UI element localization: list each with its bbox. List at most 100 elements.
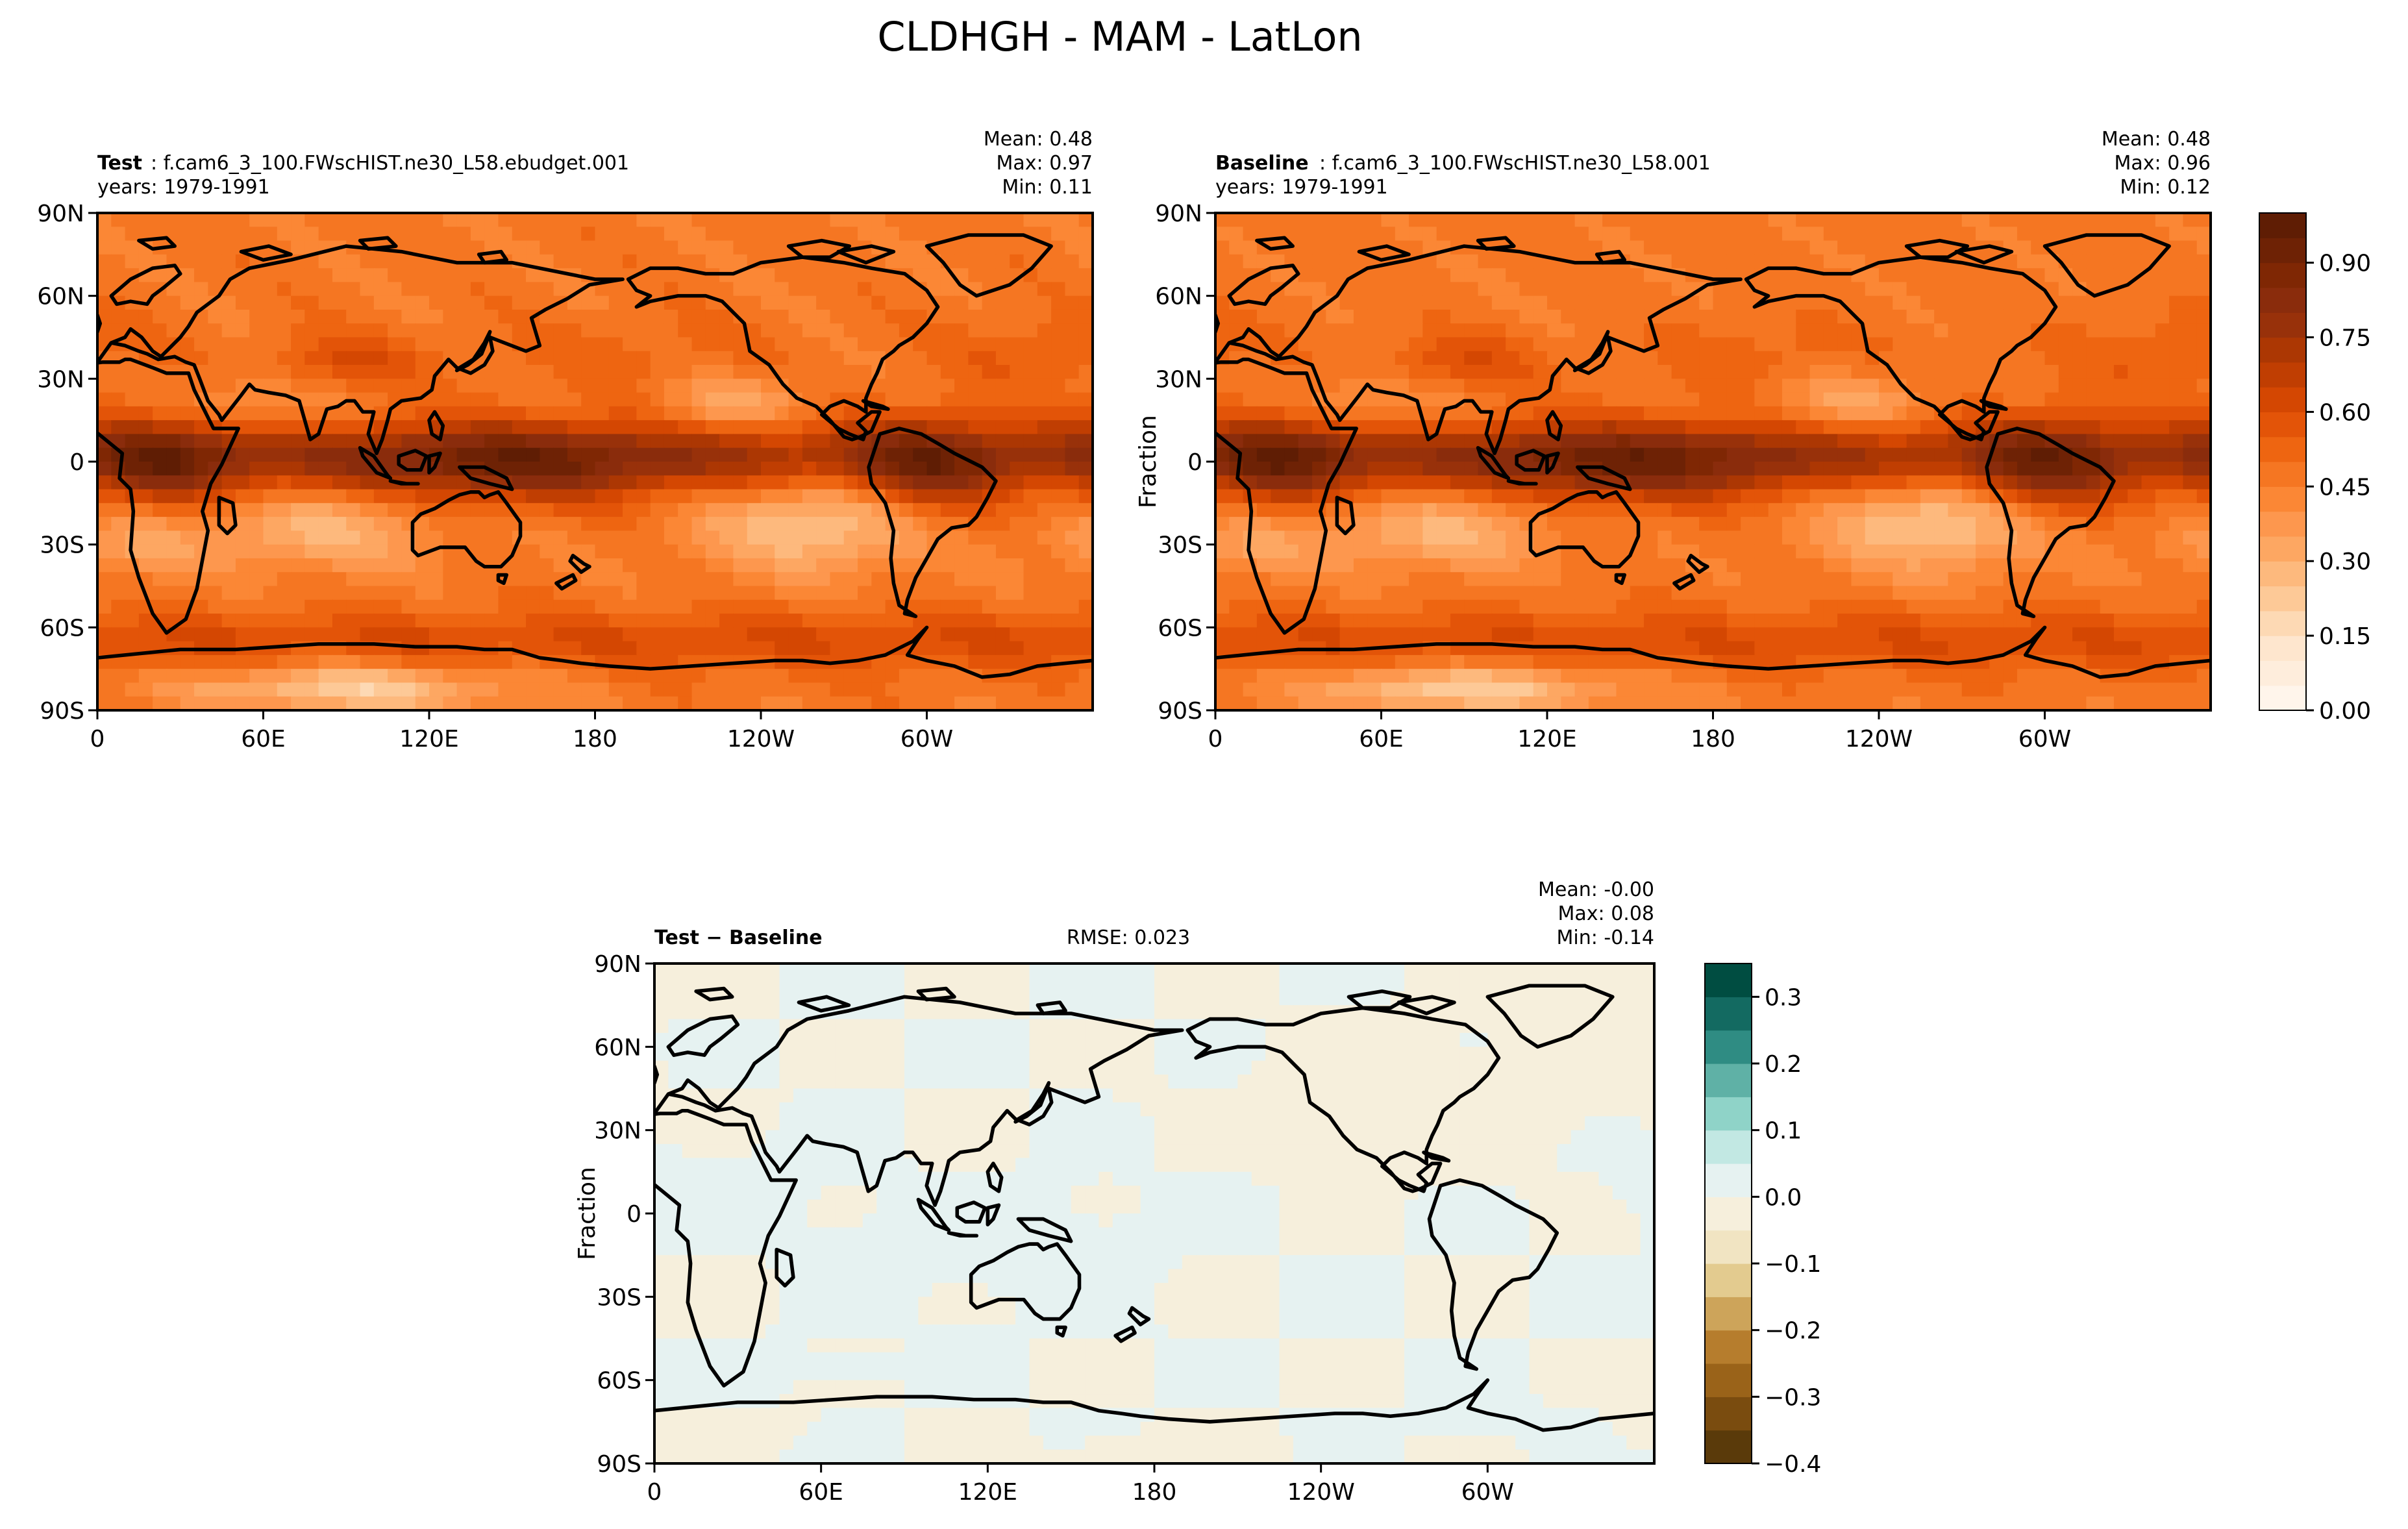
field-cell bbox=[761, 420, 775, 435]
field-cell bbox=[277, 365, 292, 379]
field-cell bbox=[1450, 227, 1465, 242]
field-cell bbox=[1051, 323, 1066, 338]
field-cell bbox=[608, 530, 623, 545]
field-cell bbox=[1851, 627, 1866, 642]
field-cell bbox=[1906, 213, 1921, 227]
field-cell bbox=[719, 295, 734, 310]
field-cell bbox=[747, 392, 762, 407]
field-cell bbox=[1229, 641, 1244, 656]
field-cell bbox=[1726, 530, 1741, 545]
field-cell bbox=[705, 323, 720, 338]
field-cell bbox=[1353, 227, 1368, 242]
field-cell bbox=[1809, 295, 1824, 310]
field-cell bbox=[249, 530, 264, 545]
field-cell bbox=[1464, 309, 1479, 324]
field-cell bbox=[456, 268, 471, 282]
field-cell bbox=[2113, 503, 2128, 517]
field-cell bbox=[858, 530, 872, 545]
field-cell bbox=[747, 447, 762, 462]
field-cell bbox=[1851, 379, 1866, 393]
field-cell bbox=[1010, 240, 1024, 255]
field-cell bbox=[2141, 282, 2156, 297]
field-cell bbox=[843, 379, 858, 393]
field-cell bbox=[1478, 365, 1493, 379]
field-cell bbox=[664, 462, 678, 476]
field-cell bbox=[1685, 627, 1700, 642]
field-cell bbox=[540, 447, 554, 462]
field-cell bbox=[456, 406, 471, 421]
field-cell bbox=[1602, 503, 1617, 517]
field-cell bbox=[1934, 240, 1949, 255]
field-cell bbox=[360, 379, 375, 393]
field-cell bbox=[443, 654, 458, 669]
field-cell bbox=[1630, 268, 1645, 282]
field-cell bbox=[1051, 309, 1066, 324]
field-cell bbox=[263, 503, 278, 517]
field-cell bbox=[1271, 544, 1285, 559]
field-cell bbox=[249, 682, 264, 697]
field-cell bbox=[1561, 586, 1576, 601]
field-cell bbox=[1906, 420, 1921, 435]
field-cell bbox=[1644, 379, 1658, 393]
field-cell bbox=[1588, 503, 1603, 517]
field-cell bbox=[623, 295, 637, 310]
field-cell bbox=[1699, 365, 1714, 379]
field-cell bbox=[1243, 213, 1258, 227]
field-cell bbox=[1961, 268, 1976, 282]
field-cell bbox=[1685, 392, 1700, 407]
field-cell bbox=[498, 614, 513, 628]
field-cell bbox=[304, 406, 319, 421]
field-cell bbox=[1339, 213, 1354, 227]
field-cell bbox=[1215, 475, 1230, 490]
field-cell bbox=[1574, 503, 1589, 517]
field-cell bbox=[650, 544, 665, 559]
field-cell bbox=[553, 586, 568, 601]
field-cell bbox=[2031, 544, 2046, 559]
field-cell bbox=[194, 351, 208, 366]
field-cell bbox=[1436, 489, 1451, 504]
field-cell bbox=[761, 669, 775, 684]
field-cell bbox=[1948, 434, 1963, 449]
field-cell bbox=[664, 614, 678, 628]
field-cell bbox=[332, 669, 347, 684]
field-cell bbox=[1422, 447, 1437, 462]
field-cell bbox=[1229, 586, 1244, 601]
field-cell bbox=[415, 213, 430, 227]
field-cell bbox=[816, 503, 831, 517]
field-cell bbox=[1381, 337, 1396, 352]
field-cell bbox=[1450, 337, 1465, 352]
field-cell bbox=[1023, 337, 1038, 352]
field-cell bbox=[2128, 475, 2142, 490]
field-cell bbox=[1657, 462, 1672, 476]
field-cell bbox=[1948, 558, 1963, 573]
field-cell bbox=[1768, 365, 1783, 379]
field-cell bbox=[650, 599, 665, 614]
field-cell bbox=[747, 282, 762, 297]
field-cell bbox=[1948, 406, 1963, 421]
field-cell bbox=[1699, 392, 1714, 407]
field-cell bbox=[2058, 614, 2073, 628]
field-cell bbox=[318, 268, 333, 282]
field-cell bbox=[304, 268, 319, 282]
field-cell bbox=[1450, 489, 1465, 504]
field-cell bbox=[318, 517, 333, 531]
field-cell bbox=[567, 323, 582, 338]
field-cell bbox=[775, 420, 789, 435]
field-cell bbox=[2183, 558, 2198, 573]
field-cell bbox=[1644, 268, 1658, 282]
field-cell bbox=[540, 240, 554, 255]
field-cell bbox=[636, 682, 651, 697]
field-cell bbox=[401, 282, 416, 297]
field-cell bbox=[2183, 323, 2198, 338]
field-cell bbox=[401, 503, 416, 517]
field-cell bbox=[1879, 434, 1893, 449]
field-cell bbox=[2017, 282, 2031, 297]
field-cell bbox=[1367, 530, 1382, 545]
field-cell bbox=[2100, 614, 2115, 628]
field-cell bbox=[1271, 462, 1285, 476]
field-cell bbox=[858, 489, 872, 504]
field-cell bbox=[1671, 462, 1686, 476]
field-cell bbox=[1851, 572, 1866, 587]
field-cell bbox=[2183, 337, 2198, 352]
field-cell bbox=[581, 351, 596, 366]
